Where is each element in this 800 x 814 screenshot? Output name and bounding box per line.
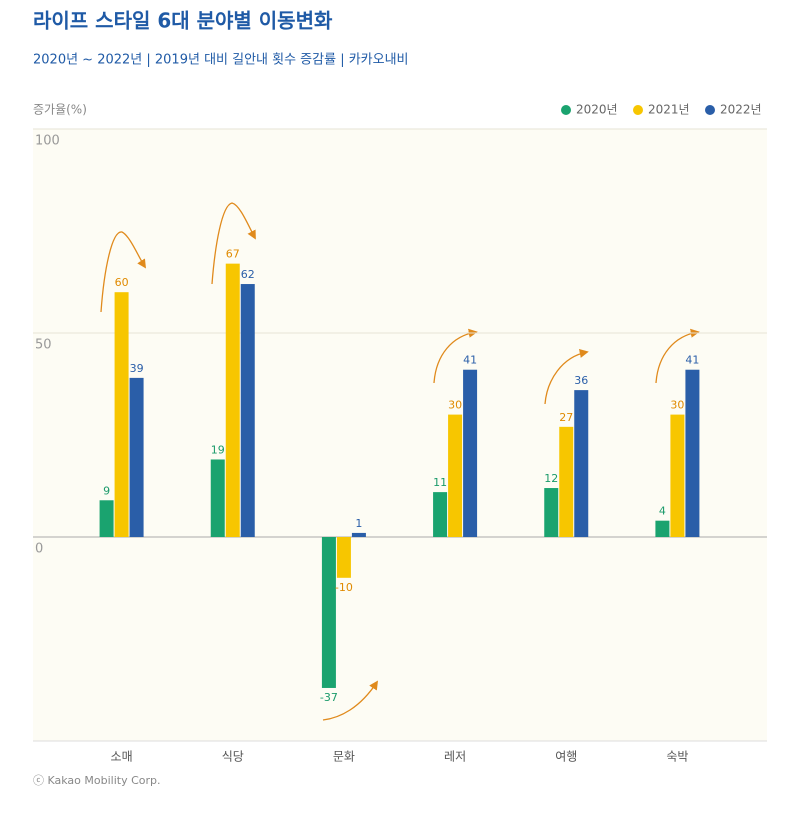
data-label: 67 [226, 248, 240, 261]
bar [670, 414, 685, 537]
data-label: 41 [685, 354, 699, 367]
data-label: 4 [659, 505, 666, 518]
data-label: 1 [355, 517, 362, 530]
data-label: 62 [241, 268, 255, 281]
bar [448, 414, 463, 537]
bar [559, 426, 574, 537]
data-label: 60 [115, 276, 129, 289]
x-tick-label: 식당 [222, 750, 244, 764]
legend-label: 2022년 [720, 103, 762, 117]
data-label: 30 [448, 399, 462, 412]
bar [544, 488, 559, 537]
x-tick-label: 소매 [111, 750, 133, 764]
plot-background [33, 129, 767, 741]
bar [336, 537, 351, 578]
bar [685, 369, 700, 537]
legend-marker [705, 105, 715, 115]
data-label: 19 [211, 443, 225, 456]
chart-title: 라이프 스타일 6대 분야별 이동변화 [33, 9, 333, 33]
data-label: -10 [335, 581, 353, 594]
bar [321, 537, 336, 688]
data-label: 41 [463, 354, 477, 367]
legend-marker [561, 105, 571, 115]
bar [463, 369, 478, 537]
y-tick-label: 50 [35, 338, 52, 353]
y-tick-label: 100 [35, 134, 60, 149]
data-label: 9 [103, 484, 110, 497]
bar [351, 532, 366, 537]
footer: ⓒ Kakao Mobility Corp. [33, 774, 161, 787]
bar [433, 492, 448, 537]
bar [240, 284, 255, 537]
legend-marker [633, 105, 643, 115]
data-label: 36 [574, 374, 588, 387]
chart-subtitle: 2020년 ~ 2022년 | 2019년 대비 길안내 횟수 증감률 | 카카… [33, 53, 409, 68]
bar [574, 390, 589, 537]
x-tick-label: 문화 [333, 750, 355, 764]
legend-label: 2021년 [648, 103, 690, 117]
y-tick-label: 0 [35, 542, 43, 557]
data-label: 30 [670, 399, 684, 412]
y-axis-label: 증가율(%) [33, 103, 87, 117]
bar [129, 377, 144, 537]
legend-label: 2020년 [576, 103, 618, 117]
data-label: -37 [320, 691, 338, 704]
bar [99, 500, 114, 537]
data-label: 39 [130, 362, 144, 375]
bar [225, 263, 240, 537]
bar [210, 459, 225, 537]
x-tick-label: 숙박 [666, 750, 688, 764]
data-label: 27 [559, 411, 573, 424]
bar [114, 292, 129, 537]
data-label: 12 [544, 472, 558, 485]
bar [655, 520, 670, 537]
data-label: 11 [433, 476, 447, 489]
x-tick-label: 여행 [555, 749, 577, 764]
x-tick-label: 레저 [444, 750, 466, 764]
trend-arrows [100, 202, 700, 721]
